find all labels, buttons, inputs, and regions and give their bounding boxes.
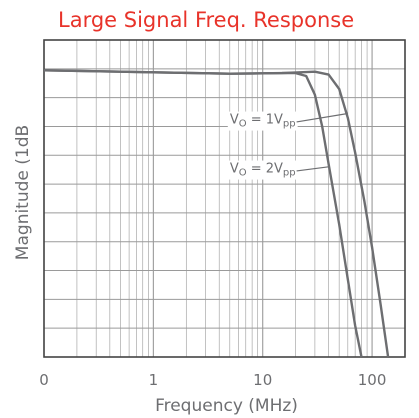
x-tick-label: 10 [253, 371, 272, 389]
grid-major-lines [43, 39, 405, 358]
series-2-label-bg [227, 160, 298, 180]
response-curves [43, 69, 390, 358]
series-1-label: VO = 1Vpp [230, 113, 296, 130]
x-tick-label: 0 [39, 371, 49, 389]
chart-title: Large Signal Freq. Response [58, 8, 355, 32]
plot-frame [43, 39, 406, 358]
series-annotations: VO = 1Vpp VO = 2Vpp [227, 111, 348, 180]
series-2-line [43, 69, 363, 358]
y-axis-label: Magnitude (1dB [13, 125, 33, 260]
x-tick-labels: 0 1 10 100 [39, 371, 386, 389]
series-1-leader-line [296, 112, 348, 123]
x-tick-label: 1 [149, 371, 159, 389]
series-2-label: VO = 2Vpp [230, 162, 296, 179]
x-tick-label: 100 [358, 371, 387, 389]
x-axis-label: Frequency (MHz) [155, 396, 298, 416]
series-1-label-bg [227, 111, 298, 131]
grid-minor-lines [76, 40, 406, 357]
series-2-leader-line [296, 166, 329, 172]
